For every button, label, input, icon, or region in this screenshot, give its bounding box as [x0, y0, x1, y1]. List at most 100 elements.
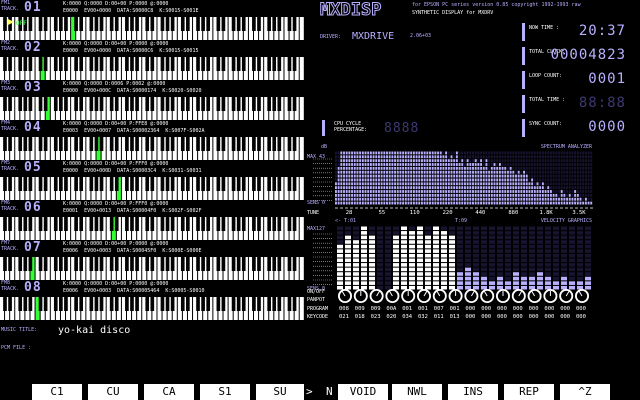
piano-key-black [267, 137, 271, 151]
stat-label: TOTAL TIME : [529, 97, 566, 103]
piano-key-white [294, 137, 299, 160]
piano-key-white [279, 177, 284, 200]
piano-key-black [186, 137, 190, 151]
fkey-nwl[interactable]: NWL [392, 384, 442, 400]
track-params: K:0000 Q:0000 D:00+00 P:FFF0 @:0000 [63, 201, 169, 207]
piano-key-black [125, 17, 129, 31]
track-number: 03 [24, 80, 42, 95]
piano-key-white [20, 17, 25, 40]
piano-key-white [111, 57, 116, 80]
piano-key-white [96, 57, 101, 80]
piano-key-black [277, 57, 282, 71]
piano-key-black [277, 137, 282, 151]
piano-key-black [23, 297, 28, 311]
piano-key-white [198, 137, 203, 160]
track-1: FM1 TRACK. 01 K:0000 Q:0000 D:00+00 P:0000… [0, 0, 305, 40]
piano-key-black [99, 137, 104, 151]
piano-key-white [116, 97, 121, 120]
piano-key-white [187, 97, 193, 120]
piano-key-black [18, 97, 23, 111]
piano-key-black [292, 177, 297, 191]
piano-key-black [145, 97, 150, 111]
fkey-c1[interactable]: C1 [32, 384, 82, 400]
piano-key-black [43, 177, 48, 191]
piano-key-white [228, 57, 233, 80]
piano-key-black [94, 297, 99, 311]
piano-key-black [170, 297, 175, 311]
piano-key-white [116, 57, 121, 80]
piano-key-white [182, 177, 187, 200]
piano-key-black [252, 217, 256, 231]
spectrum-bar [485, 151, 488, 205]
piano-key-white [147, 217, 152, 240]
piano-key-white [96, 297, 101, 320]
stat-value: 0001 [588, 71, 626, 87]
piano-key-black [43, 137, 48, 151]
piano-key-white [213, 97, 218, 120]
piano-key-black [206, 57, 211, 71]
piano-key-black [59, 257, 63, 271]
track-data: E0006 EV00+0003 DATA:S00005464 K:S0005-S… [63, 288, 205, 294]
piano-key-white [203, 257, 208, 280]
piano-key-white [5, 97, 10, 120]
piano-key-black [221, 257, 226, 271]
fkey-s1[interactable]: S1 [200, 384, 250, 400]
piano-key-white [172, 217, 177, 240]
spectrum-bar [531, 151, 534, 205]
piano-key-white [243, 217, 248, 240]
piano-key-white [238, 297, 243, 320]
piano-key-black [125, 57, 129, 71]
track-5: FM5 TRACK. 05 K:0000 Q:0000 D:00+00 P:FFF0… [0, 160, 305, 200]
piano-key-black [23, 177, 28, 191]
fkey-ca[interactable]: CA [144, 384, 194, 400]
piano-key-black [8, 217, 12, 231]
piano-key-black [114, 257, 119, 271]
fkey-ins[interactable]: INS [448, 384, 498, 400]
piano-key-black [277, 297, 282, 311]
piano-key-black [89, 57, 94, 71]
piano-key-white [289, 257, 294, 280]
piano-key-active [111, 217, 116, 240]
track-number: 04 [24, 120, 42, 135]
piano-key-black [267, 217, 271, 231]
piano-key-white [172, 177, 177, 200]
stat-bar [522, 119, 525, 137]
fkey-ctrl-z[interactable]: ^Z [560, 384, 610, 400]
piano-key-white [86, 137, 91, 160]
spectrum-bar [496, 151, 499, 205]
piano-key-black [272, 137, 277, 151]
piano-key-white [20, 97, 25, 120]
spectrum-bar [528, 151, 531, 205]
piano-key-white [0, 137, 5, 160]
keycode-value: 023 [371, 314, 381, 320]
spectrum-bar [469, 151, 472, 205]
fkey-cu[interactable]: CU [88, 384, 138, 400]
piano-key-white [127, 97, 132, 120]
piano-key-black [8, 297, 12, 311]
spectrum-bar [501, 151, 504, 205]
piano-key-white [142, 17, 147, 40]
piano-key-white [248, 257, 253, 280]
fkey-su[interactable]: SU [256, 384, 304, 400]
piano-key-black [3, 177, 7, 191]
piano-key-white [137, 17, 142, 40]
piano-key-white [238, 57, 243, 80]
piano-key-white [172, 297, 177, 320]
spectrum-bar [391, 151, 394, 205]
piano-key-black [145, 257, 150, 271]
piano-key-black [272, 217, 277, 231]
spectrum-bar [404, 151, 407, 205]
piano-key-black [53, 17, 58, 31]
panpot-knob-icon [559, 289, 574, 303]
fkey-rep[interactable]: REP [504, 384, 554, 400]
piano-key-black [28, 57, 33, 71]
driver-label: DRIVER: [320, 34, 342, 40]
velocity-bar [425, 226, 431, 290]
piano-key-white [193, 177, 198, 200]
piano-key-white [279, 217, 284, 240]
fkey-void[interactable]: VOID [338, 384, 388, 400]
piano-key-black [216, 217, 221, 231]
stat-value: 00004823 [550, 47, 626, 63]
piano-key-white [233, 57, 238, 80]
piano-key-black [160, 17, 165, 31]
